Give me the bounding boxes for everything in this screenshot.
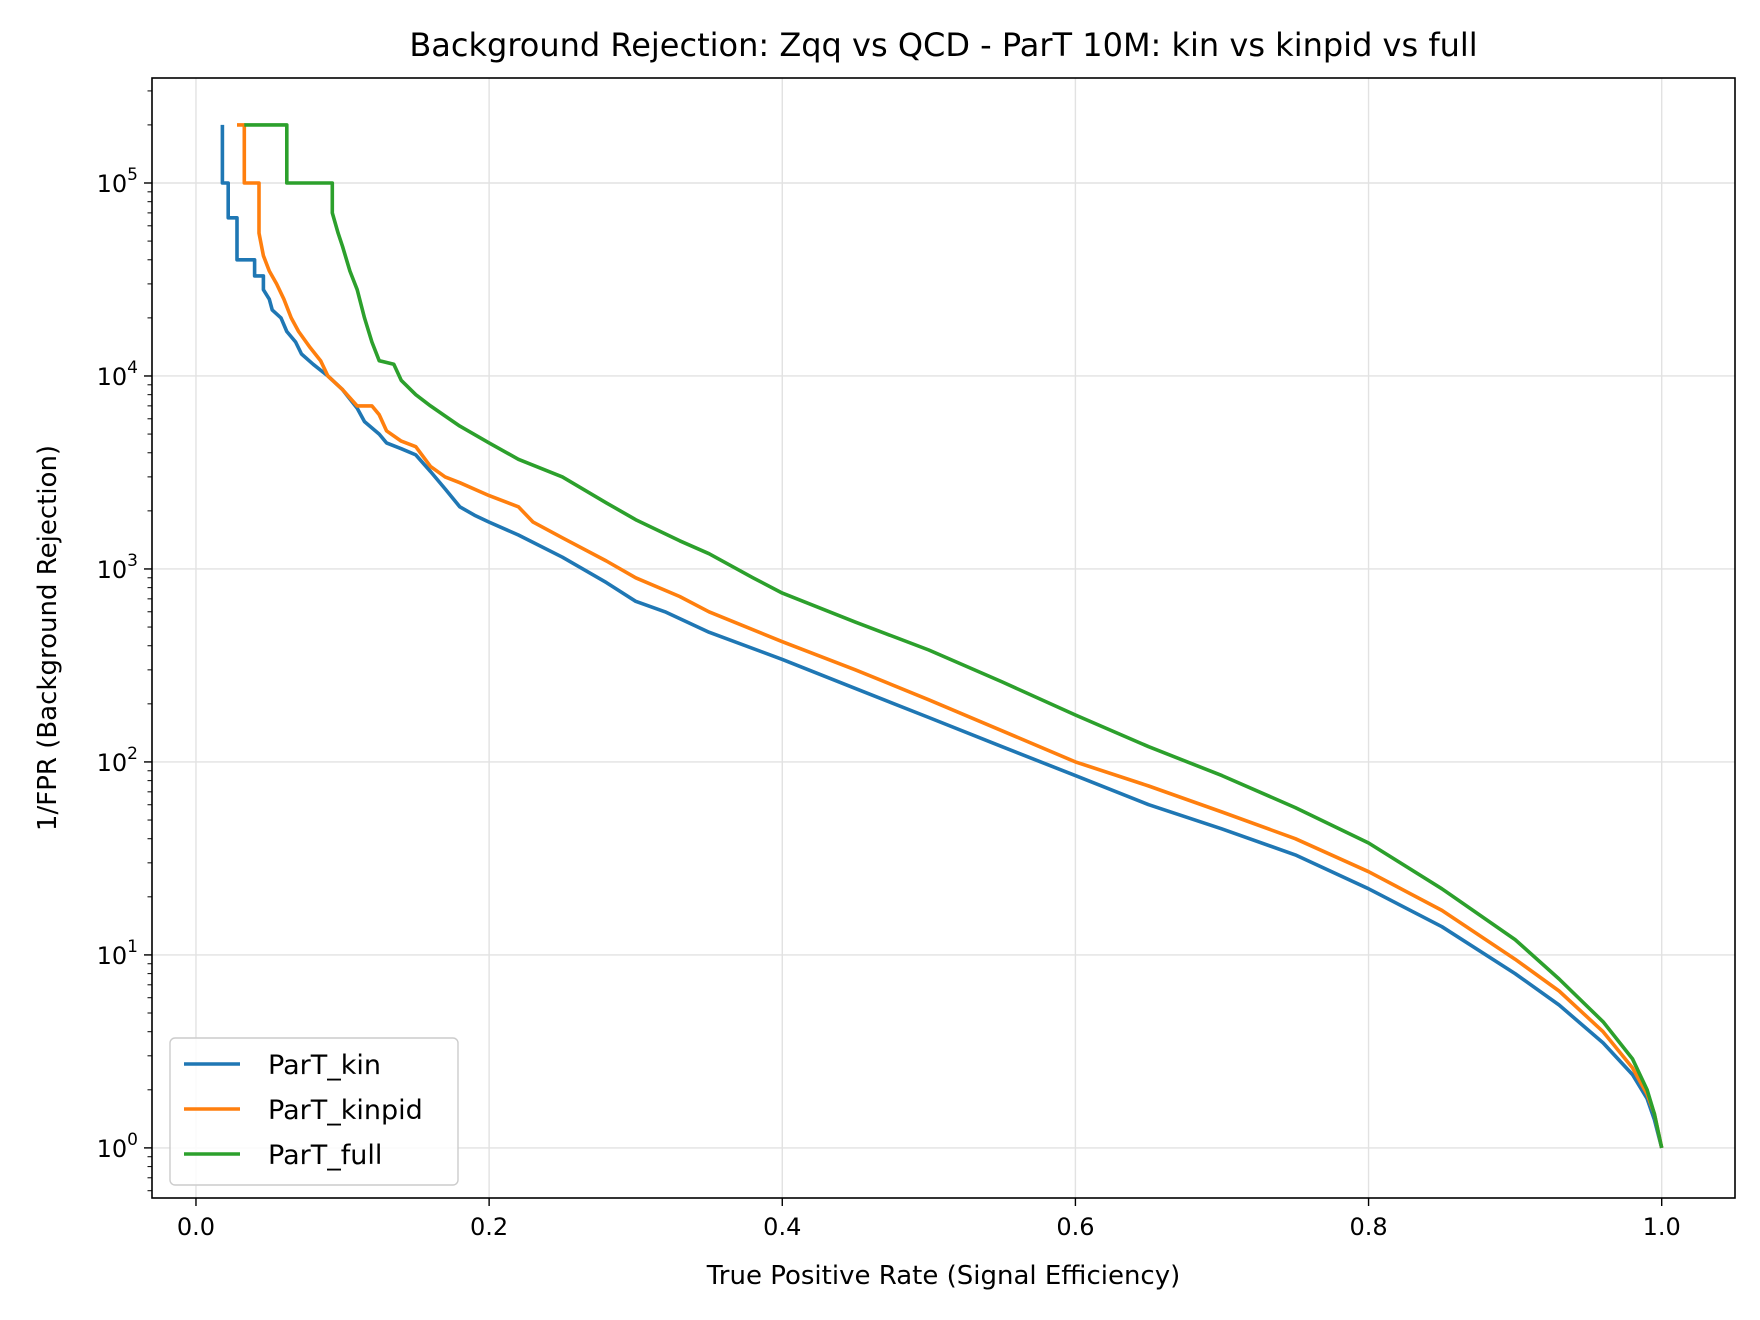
y-tick-label: 103 [97,551,138,584]
legend-box [169,1037,459,1186]
x-tick-label: 0.2 [470,1213,508,1241]
y-axis-label: 1/FPR (Background Rejection) [33,445,63,831]
plot-frame [151,77,1736,1199]
series-line-ParT_kinpid [237,123,1664,1149]
y-tick-label: 102 [97,744,138,777]
x-tick-label: 0.6 [1056,1213,1094,1241]
x-tick-label: 0.4 [763,1213,801,1241]
y-tick-label: 105 [97,165,138,198]
y-tick-label: 100 [97,1130,138,1163]
legend-label: ParT_kinpid [268,1095,423,1126]
x-axis-label: True Positive Rate (Signal Efficiency) [706,1261,1181,1291]
x-tick-label: 1.0 [1643,1213,1681,1241]
series-line-ParT_full [244,123,1664,1149]
legend: ParT_kin ParT_kinpid ParT_full [169,1037,459,1186]
series-lines [220,123,1664,1149]
x-tick-label: 0.8 [1349,1213,1387,1241]
legend-label: ParT_full [268,1140,382,1171]
y-tick-label: 101 [97,937,138,970]
grid-lines [152,78,1735,1198]
axis-ticks: 0.0 0.2 0.4 0.6 0.8 1.0 100 101 102 103 104 105 [97,90,1681,1241]
y-tick-label: 104 [97,358,138,391]
series-line-ParT_kin [220,124,1664,1149]
chart-title: Background Rejection: Zqq vs QCD - ParT … [409,26,1477,64]
legend-label: ParT_kin [268,1050,381,1081]
x-tick-label: 0.0 [177,1213,215,1241]
